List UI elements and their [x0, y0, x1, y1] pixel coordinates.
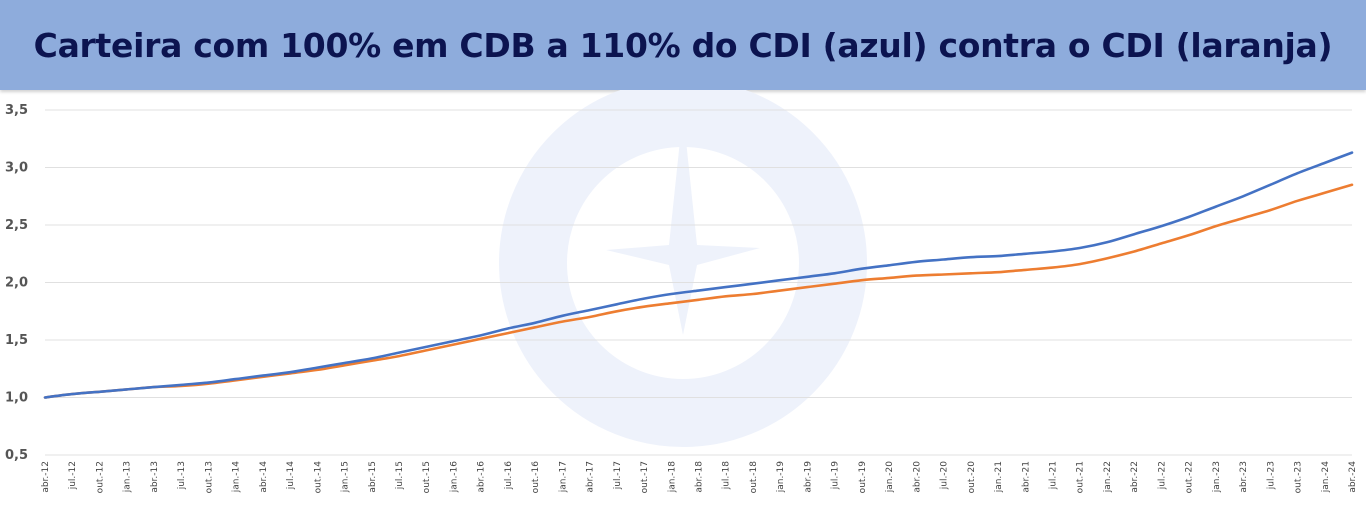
x-tick-label: out.-12 [95, 461, 105, 493]
gridlines [45, 109, 1352, 456]
x-tick-label: abr.-20 [912, 461, 922, 493]
x-tick-label: abr.-22 [1130, 461, 1140, 493]
x-tick-label: jan.-16 [449, 461, 459, 494]
y-tick-label: 1,0 [5, 391, 28, 406]
series-line-cdb-110 [43, 151, 1354, 399]
watermark-star [606, 112, 760, 335]
compass-watermark-icon [499, 90, 867, 447]
x-tick-label: jul.-17 [613, 461, 623, 490]
x-tick-label: out.-19 [858, 461, 868, 494]
x-tick-label: jan.-24 [1321, 461, 1331, 494]
x-tick-label: out.-18 [749, 461, 759, 494]
x-tick-label: jul.-14 [286, 461, 296, 491]
y-tick-label: 3,0 [5, 161, 28, 176]
x-tick-label: jul.-12 [68, 461, 78, 490]
x-tick-label: abr.-19 [803, 461, 813, 493]
line-chart: 0,5 1,0 1,5 2,0 2,5 3,0 3,5 abr.-12 jul.-12 out.… [5, 90, 1358, 494]
x-tick-label: jan.-18 [667, 461, 677, 494]
x-tick-label: jan.-23 [1212, 461, 1222, 493]
x-axis: abr.-12 jul.-12 out.-12 jan.-13 abr.-13 jul.-… [41, 461, 1358, 494]
y-axis: 0,5 1,0 1,5 2,0 2,5 3,0 3,5 [5, 103, 28, 463]
series-lines [43, 151, 1354, 399]
x-tick-label: out.-22 [1185, 461, 1195, 493]
y-tick-label: 0,5 [5, 448, 28, 463]
chart-header: Carteira com 100% em CDB a 110% do CDI (… [0, 0, 1366, 90]
x-tick-label: out.-13 [204, 461, 214, 493]
chart-title: Carteira com 100% em CDB a 110% do CDI (… [33, 25, 1333, 65]
x-tick-label: jul.-18 [722, 461, 732, 491]
x-tick-label: abr.-14 [259, 461, 269, 493]
x-tick-label: jan.-19 [776, 461, 786, 494]
x-tick-label: out.-23 [1294, 461, 1304, 493]
x-tick-label: out.-16 [531, 461, 541, 494]
x-tick-label: abr.-15 [368, 461, 378, 493]
x-tick-label: jan.-20 [885, 461, 895, 494]
x-tick-label: jan.-17 [558, 461, 568, 493]
x-tick-label: jul.-13 [177, 461, 187, 490]
x-tick-label: jan.-15 [341, 461, 351, 493]
x-tick-label: out.-17 [640, 461, 650, 493]
x-tick-label: jul.-23 [1266, 461, 1276, 490]
y-tick-label: 2,5 [5, 218, 28, 233]
x-tick-label: jul.-19 [831, 461, 841, 491]
x-tick-label: jan.-21 [994, 461, 1004, 493]
y-tick-label: 1,5 [5, 333, 28, 348]
y-tick-label: 2,0 [5, 276, 28, 291]
x-tick-label: jan.-13 [123, 461, 133, 493]
x-tick-label: jul.-22 [1157, 461, 1167, 490]
x-tick-label: out.-21 [1076, 461, 1086, 493]
y-tick-label: 3,5 [5, 103, 28, 118]
x-tick-label: abr.-16 [477, 461, 487, 493]
x-tick-label: abr.-23 [1239, 461, 1249, 493]
x-tick-label: jul.-20 [940, 461, 950, 491]
x-tick-label: out.-20 [967, 461, 977, 494]
x-tick-label: jul.-16 [504, 461, 514, 491]
x-tick-label: out.-15 [422, 461, 432, 493]
x-tick-label: out.-14 [313, 461, 323, 494]
x-tick-label: jan.-22 [1103, 461, 1113, 493]
x-tick-label: jan.-14 [232, 461, 242, 494]
x-tick-label: abr.-17 [586, 461, 596, 493]
x-tick-label: jul.-15 [395, 461, 405, 490]
x-tick-label: abr.-13 [150, 461, 160, 493]
x-tick-label: abr.-21 [1021, 461, 1031, 493]
x-tick-label: jul.-21 [1048, 461, 1058, 490]
x-tick-label: abr.-12 [41, 461, 51, 493]
x-tick-label: abr.-24 [1348, 461, 1358, 493]
x-tick-label: abr.-18 [695, 461, 705, 493]
